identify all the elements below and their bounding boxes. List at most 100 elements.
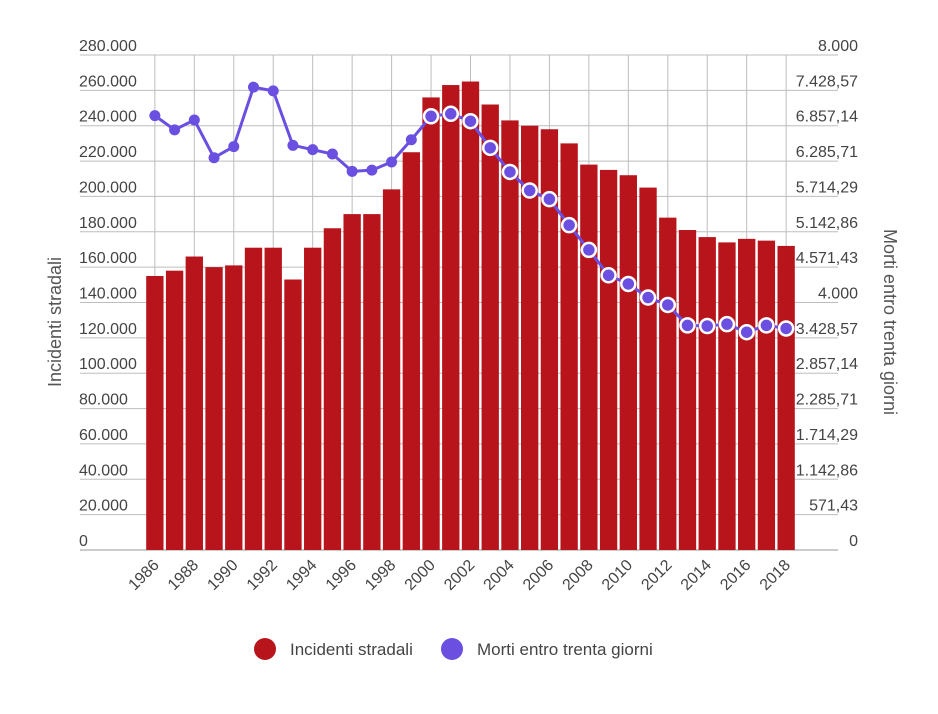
point-2018 — [777, 320, 795, 337]
point-1987 — [169, 124, 181, 136]
point-1986 — [149, 110, 161, 122]
bar-1986 — [146, 275, 164, 550]
right-tick-label: 1.142,86 — [796, 462, 858, 479]
bar-1989 — [205, 267, 223, 550]
bar-2003 — [481, 104, 499, 550]
left-tick-label: 260.000 — [79, 73, 137, 90]
left-tick-label: 200.000 — [79, 179, 137, 196]
x-tick-label: 2006 — [520, 557, 557, 594]
bar-1987 — [165, 270, 184, 550]
legend-label-incidenti: Incidenti stradali — [290, 640, 413, 659]
point-1997 — [366, 164, 378, 176]
bar-2008 — [580, 164, 598, 550]
bar-1991 — [244, 247, 263, 551]
bar-2010 — [619, 175, 637, 550]
bar-1993 — [284, 279, 302, 550]
point-2015 — [718, 315, 736, 333]
x-tick-label: 2000 — [402, 557, 439, 594]
point-2008 — [580, 241, 598, 259]
point-1995 — [326, 148, 338, 160]
point-1994 — [307, 144, 319, 156]
left-tick-label: 120.000 — [79, 321, 137, 338]
x-tick-label: 1990 — [204, 557, 241, 594]
right-axis-ticks: 0 571,43 1.142,86 1.714,29 2.285,71 2.857,14 3… — [796, 38, 858, 550]
point-1996 — [346, 165, 358, 177]
point-2003 — [481, 139, 499, 157]
point-1992 — [267, 85, 279, 97]
line-series-morti — [149, 81, 795, 341]
x-tick-label: 2008 — [560, 557, 597, 594]
bar-series-incidenti — [146, 81, 795, 551]
legend-swatch-incidenti — [254, 638, 276, 660]
right-tick-label: 2.857,14 — [796, 356, 858, 373]
bar-2007 — [560, 143, 578, 550]
left-tick-label: 160.000 — [79, 250, 137, 267]
bar-2001 — [442, 85, 460, 550]
left-tick-label: 140.000 — [79, 286, 137, 303]
x-tick-label: 1998 — [362, 557, 399, 594]
point-2012 — [659, 296, 677, 314]
bar-1992 — [264, 247, 282, 551]
right-tick-label: 0 — [849, 533, 858, 550]
point-2011 — [639, 289, 657, 306]
left-tick-label: 240.000 — [79, 109, 137, 126]
right-tick-label: 2.285,71 — [796, 392, 858, 409]
bar-2014 — [698, 237, 716, 550]
point-1991 — [248, 81, 259, 93]
x-axis-ticks: 1986 1988 1990 1992 1994 1996 1998 2000 2002 2004… — [126, 557, 795, 594]
point-1988 — [188, 114, 200, 126]
x-tick-label: 2018 — [757, 557, 794, 594]
bar-2011 — [639, 187, 657, 550]
point-1993 — [287, 139, 299, 151]
point-1998 — [386, 156, 398, 168]
bar-2002 — [461, 81, 480, 551]
left-tick-label: 80.000 — [79, 392, 128, 409]
bar-1990 — [225, 265, 243, 550]
bar-2018 — [777, 245, 795, 550]
x-tick-label: 1996 — [323, 557, 360, 594]
x-tick-label: 1992 — [244, 557, 281, 594]
bar-1988 — [185, 256, 203, 550]
point-2000 — [422, 108, 440, 125]
point-2017 — [758, 317, 775, 334]
x-tick-label: 2010 — [599, 557, 636, 594]
left-tick-label: 60.000 — [79, 427, 128, 444]
right-tick-label: 6.857,14 — [796, 109, 858, 126]
point-2013 — [679, 317, 696, 334]
bar-2012 — [659, 217, 677, 550]
right-tick-label: 6.285,71 — [796, 144, 858, 161]
bar-1997 — [363, 214, 381, 550]
point-1989 — [208, 152, 220, 164]
left-tick-label: 0 — [79, 533, 88, 550]
x-tick-label: 1986 — [126, 557, 163, 594]
point-2014 — [698, 317, 716, 335]
point-2007 — [560, 216, 578, 234]
x-tick-label: 2016 — [717, 557, 754, 594]
point-1999 — [405, 134, 417, 146]
point-2001 — [442, 105, 460, 123]
bar-2009 — [599, 169, 618, 551]
right-tick-label: 4.000 — [818, 286, 858, 303]
bar-2000 — [422, 97, 440, 550]
bar-2013 — [678, 230, 697, 550]
point-1990 — [228, 141, 240, 153]
legend-swatch-morti — [441, 638, 463, 660]
right-tick-label: 4.571,43 — [796, 250, 858, 267]
legend-item-morti[interactable]: Morti entro trenta giorni — [441, 638, 653, 660]
point-2006 — [541, 190, 558, 208]
point-2002 — [462, 112, 479, 130]
bar-1999 — [402, 152, 420, 550]
point-2005 — [521, 182, 538, 199]
right-tick-label: 5.714,29 — [796, 179, 858, 196]
x-tick-label: 1988 — [165, 557, 202, 594]
right-tick-label: 571,43 — [809, 498, 858, 515]
x-tick-label: 2012 — [638, 557, 675, 594]
bar-1995 — [323, 228, 342, 550]
point-2010 — [620, 275, 637, 293]
right-tick-label: 1.714,29 — [796, 427, 858, 444]
legend-item-incidenti[interactable]: Incidenti stradali — [254, 638, 413, 660]
x-tick-label: 2002 — [441, 557, 478, 594]
left-tick-label: 180.000 — [79, 215, 137, 232]
left-tick-label: 280.000 — [79, 38, 137, 55]
